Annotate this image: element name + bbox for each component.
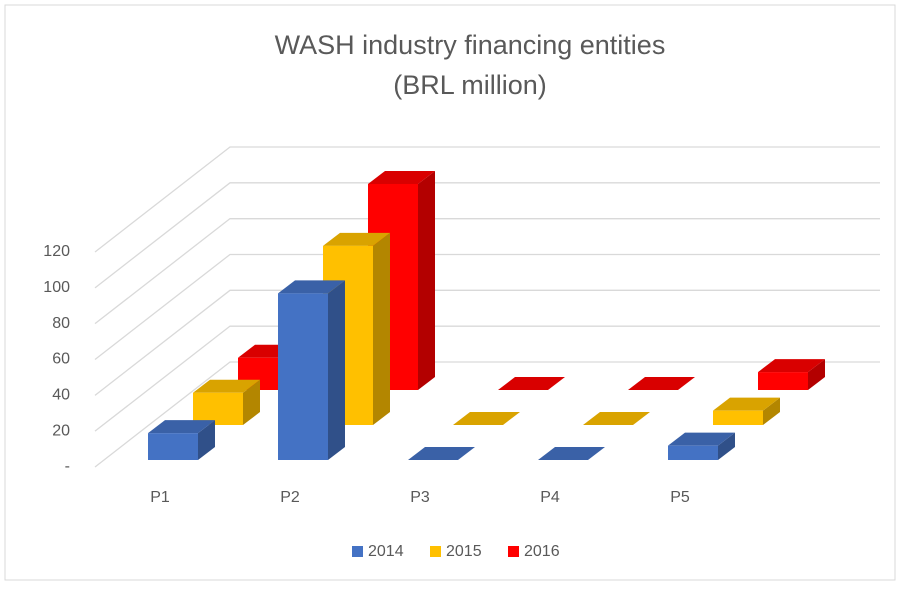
x-tick-label: P5 — [670, 489, 690, 506]
bar-top — [538, 447, 605, 460]
grid-line — [94, 218, 880, 325]
bar-group — [453, 412, 520, 425]
bar-side — [763, 397, 780, 425]
legend-label: 2015 — [446, 543, 482, 560]
y-tick-label: 100 — [43, 279, 70, 296]
grid-line — [94, 146, 880, 253]
bar-top — [628, 377, 695, 390]
bar-side — [373, 232, 390, 425]
bar-side — [328, 280, 345, 460]
bar-top — [453, 412, 520, 425]
legend-label: 2014 — [368, 543, 404, 560]
bar-group — [758, 359, 825, 390]
bar-top — [758, 359, 825, 373]
bar-side — [418, 170, 435, 390]
y-tick-label: - — [65, 458, 70, 475]
bar-top — [278, 280, 345, 294]
grid-line — [94, 182, 880, 289]
grid-line — [94, 289, 880, 396]
legend-swatch — [430, 546, 441, 557]
bar-top — [368, 170, 435, 184]
chart-title: (BRL million) — [393, 70, 547, 100]
legend-swatch — [352, 546, 363, 557]
bar-top — [498, 377, 565, 390]
bar-side — [808, 359, 825, 390]
bar-side — [198, 420, 215, 460]
y-tick-label: 40 — [52, 387, 70, 404]
bar-group — [628, 377, 695, 390]
legend-label: 2016 — [524, 543, 560, 560]
bar-top — [323, 232, 390, 246]
grid-line — [94, 253, 880, 361]
bar-side — [243, 379, 260, 425]
bar — [713, 410, 763, 425]
bar — [668, 445, 718, 460]
bar-group — [148, 420, 215, 460]
bar-top — [408, 447, 475, 460]
bar — [148, 433, 198, 460]
y-tick-label: 20 — [52, 422, 70, 439]
bar-group — [498, 377, 565, 390]
bar-top — [713, 397, 780, 411]
bar-group — [713, 397, 780, 425]
y-tick-label: 60 — [52, 351, 70, 368]
grid-line — [94, 325, 880, 432]
bar-group — [538, 447, 605, 460]
x-tick-label: P1 — [150, 489, 170, 506]
bar — [193, 392, 243, 425]
bar — [758, 372, 808, 390]
x-tick-label: P2 — [280, 489, 300, 506]
bar-top — [583, 412, 650, 425]
legend-swatch — [508, 546, 519, 557]
x-tick-label: P3 — [410, 489, 430, 506]
bar-group — [668, 432, 735, 460]
bar-side — [718, 432, 735, 460]
y-tick-label: 80 — [52, 315, 70, 332]
chart-title: WASH industry financing entities — [275, 30, 666, 60]
bar-group — [193, 379, 260, 425]
bar-top — [193, 379, 260, 393]
y-tick-label: 120 — [43, 243, 70, 260]
x-tick-label: P4 — [540, 489, 560, 506]
bar-group — [408, 447, 475, 460]
chart-frame — [4, 4, 896, 581]
bar — [278, 293, 328, 460]
bar-top — [668, 432, 735, 446]
bar-top — [148, 420, 215, 434]
bar-group — [583, 412, 650, 425]
grid-line — [94, 361, 880, 468]
bar-group — [278, 280, 345, 460]
